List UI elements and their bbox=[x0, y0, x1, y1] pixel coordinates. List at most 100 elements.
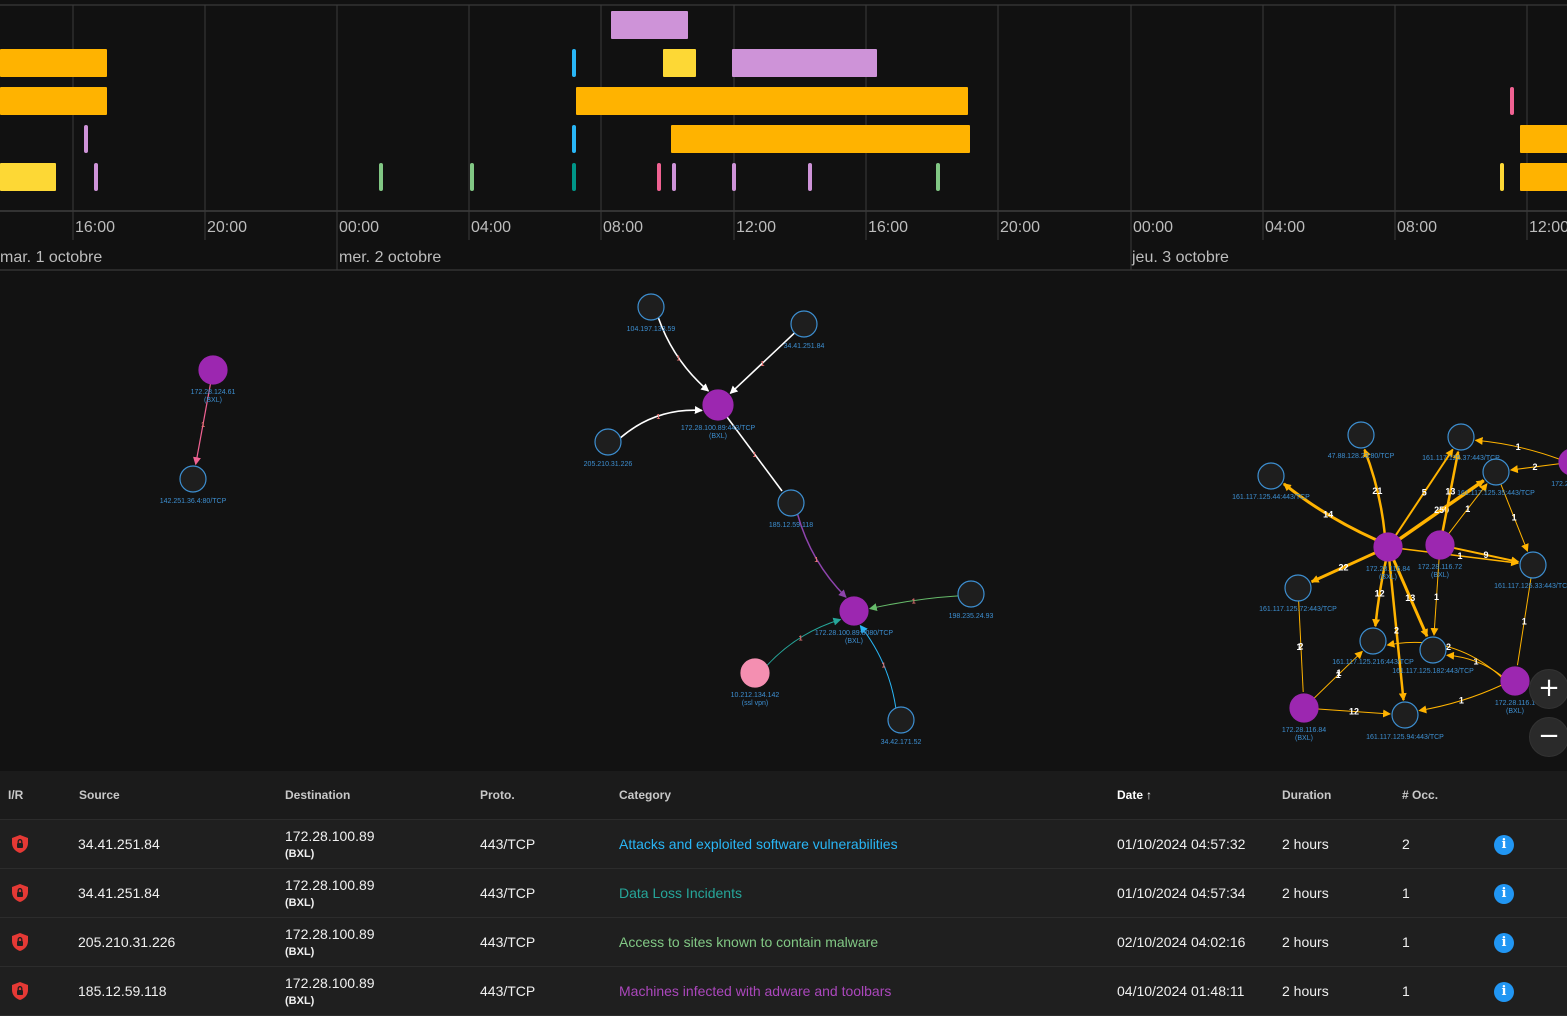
column-header-occurrences[interactable]: # Occ. bbox=[1402, 788, 1439, 802]
graph-node-external[interactable]: 34.42.171.52 bbox=[881, 706, 922, 746]
graph-node-circle[interactable] bbox=[1500, 666, 1530, 696]
graph-edge[interactable] bbox=[1500, 483, 1529, 552]
graph-node-external[interactable]: 205.210.31.226 bbox=[584, 428, 633, 468]
graph-edge[interactable] bbox=[1394, 448, 1454, 536]
graph-node-circle[interactable] bbox=[740, 658, 770, 688]
graph-node-internal[interactable]: 172.28.116.84(BXL) bbox=[1282, 693, 1326, 742]
graph-edge[interactable] bbox=[1398, 479, 1485, 541]
shield-lock-icon[interactable] bbox=[11, 834, 29, 854]
column-header-proto[interactable]: Proto. bbox=[480, 788, 515, 802]
graph-edge[interactable] bbox=[1474, 436, 1560, 460]
graph-node-circle[interactable] bbox=[1558, 449, 1567, 475]
graph-node-circle[interactable] bbox=[839, 596, 869, 626]
graph-edge[interactable] bbox=[726, 416, 783, 492]
graph-node-internal[interactable]: 172.28.116.1(BXL) bbox=[1495, 666, 1535, 715]
graph-node-external[interactable]: 198.235.24.93 bbox=[949, 580, 994, 620]
graph-node-circle[interactable] bbox=[702, 389, 734, 421]
graph-edge[interactable] bbox=[1418, 684, 1502, 714]
graph-node-external[interactable]: 161.117.125.72:443/TCP bbox=[1259, 574, 1337, 613]
graph-edge[interactable] bbox=[766, 617, 842, 666]
info-icon[interactable]: i bbox=[1494, 884, 1514, 904]
column-header-date[interactable]: Date ↑ bbox=[1117, 788, 1152, 802]
table-row[interactable]: 185.12.59.118 172.28.100.89 (BXL) 443/TC… bbox=[0, 967, 1567, 1016]
event-bar[interactable] bbox=[663, 49, 696, 77]
graph-edge[interactable] bbox=[1363, 448, 1386, 534]
event-marker[interactable] bbox=[936, 163, 940, 191]
graph-node-circle[interactable] bbox=[637, 293, 665, 321]
graph-node-external[interactable]: 161.117.125.33:443/TCP bbox=[1494, 551, 1567, 590]
graph-edge[interactable] bbox=[1372, 560, 1388, 628]
event-marker[interactable] bbox=[572, 163, 576, 191]
graph-node-circle[interactable] bbox=[594, 428, 622, 456]
event-marker[interactable] bbox=[732, 163, 736, 191]
graph-node-external[interactable]: 161.117.125.94:443/TCP bbox=[1366, 701, 1444, 741]
event-bar[interactable] bbox=[0, 87, 107, 115]
graph-node-circle[interactable] bbox=[1347, 421, 1375, 449]
zoom-out-button[interactable]: − bbox=[1529, 717, 1567, 757]
event-bar[interactable] bbox=[611, 11, 688, 39]
event-marker[interactable] bbox=[470, 163, 474, 191]
column-header-destination[interactable]: Destination bbox=[285, 788, 351, 802]
graph-node-circle[interactable] bbox=[1447, 423, 1475, 451]
graph-edge[interactable] bbox=[1392, 559, 1429, 638]
timeline-panel[interactable]: 16:00 20:00 00:00 04:00 08:00 12:00 16:00 20:00… bbox=[0, 0, 1567, 272]
graph-node-external[interactable]: 104.197.133.59 bbox=[627, 293, 676, 333]
graph-edge[interactable] bbox=[1448, 483, 1488, 535]
graph-node-external[interactable]: 47.88.128.23:80/TCP bbox=[1328, 421, 1395, 460]
event-bar[interactable] bbox=[0, 163, 56, 191]
graph-node-external[interactable]: 161.117.125.37:443/TCP bbox=[1422, 423, 1500, 462]
event-marker[interactable] bbox=[379, 163, 383, 191]
shield-lock-icon[interactable] bbox=[11, 883, 29, 903]
graph-edge[interactable] bbox=[1453, 546, 1520, 565]
graph-node-external[interactable]: 161.117.125.216:443/TCP bbox=[1332, 627, 1414, 666]
zoom-in-button[interactable]: + bbox=[1529, 669, 1567, 709]
info-icon[interactable]: i bbox=[1494, 933, 1514, 953]
graph-node-circle[interactable] bbox=[1373, 532, 1403, 562]
event-marker[interactable] bbox=[808, 163, 812, 191]
graph-edge[interactable] bbox=[1282, 482, 1377, 542]
network-graph-panel[interactable]: 1 1 1 1 1 1 1 1 1 14 21 5 250 13 1 1 22 12 2 13 1 9 2 1 1 1 12 1 1 2 2… bbox=[0, 272, 1567, 771]
event-marker[interactable] bbox=[572, 49, 576, 77]
event-marker[interactable] bbox=[1510, 87, 1514, 115]
event-marker[interactable] bbox=[1500, 163, 1504, 191]
graph-node-external[interactable]: 161.117.125.182:443/TCP bbox=[1392, 636, 1474, 675]
category-label[interactable]: Access to sites known to contain malware bbox=[619, 934, 879, 950]
category-label[interactable]: Attacks and exploited software vulnerabi… bbox=[619, 836, 898, 852]
graph-node-external[interactable]: 161.117.125.44:443/TCP bbox=[1232, 462, 1310, 501]
event-bar[interactable] bbox=[671, 125, 970, 153]
graph-node-internal[interactable]: 172.28.100.89:8080/TCP(BXL) bbox=[815, 596, 894, 645]
graph-edge[interactable] bbox=[1516, 577, 1532, 666]
graph-node-circle[interactable] bbox=[887, 706, 915, 734]
graph-node-internal[interactable]: 172.28.116.84(BXL) bbox=[1366, 532, 1410, 581]
table-row[interactable]: 34.41.251.84 172.28.100.89 (BXL) 443/TCP… bbox=[0, 820, 1567, 869]
graph-edge[interactable] bbox=[1401, 547, 1520, 567]
graph-edge[interactable] bbox=[796, 514, 847, 598]
event-marker[interactable] bbox=[84, 125, 88, 153]
column-header-category[interactable]: Category bbox=[619, 788, 672, 802]
graph-node-circle[interactable] bbox=[790, 310, 818, 338]
graph-edge[interactable] bbox=[1386, 639, 1502, 678]
graph-edge[interactable] bbox=[193, 383, 212, 466]
graph-edge[interactable] bbox=[868, 595, 959, 612]
table-row[interactable]: 205.210.31.226 172.28.100.89 (BXL) 443/T… bbox=[0, 918, 1567, 967]
column-header-duration[interactable]: Duration bbox=[1282, 788, 1332, 802]
timeline-chart[interactable]: 16:00 20:00 00:00 04:00 08:00 12:00 16:00 20:00… bbox=[0, 0, 1567, 272]
event-bar[interactable] bbox=[576, 87, 968, 115]
graph-edge[interactable] bbox=[1388, 560, 1407, 702]
event-bar[interactable] bbox=[1520, 163, 1567, 191]
graph-node-circle[interactable] bbox=[957, 580, 985, 608]
graph-node-external[interactable]: 142.251.36.4:80/TCP bbox=[160, 465, 227, 505]
info-icon[interactable]: i bbox=[1494, 835, 1514, 855]
graph-node-internal[interactable]: 172.28.116.72(BXL) bbox=[1418, 530, 1462, 579]
column-header-source[interactable]: Source bbox=[79, 788, 120, 802]
table-row[interactable]: 34.41.251.84 172.28.100.89 (BXL) 443/TCP… bbox=[0, 869, 1567, 918]
event-marker[interactable] bbox=[672, 163, 676, 191]
shield-lock-icon[interactable] bbox=[11, 932, 29, 952]
event-bar[interactable] bbox=[1520, 125, 1567, 153]
graph-edge[interactable] bbox=[859, 624, 897, 709]
graph-node-circle[interactable] bbox=[1519, 551, 1547, 579]
graph-node-circle[interactable] bbox=[1289, 693, 1319, 723]
graph-node-circle[interactable] bbox=[1419, 636, 1447, 664]
graph-edge[interactable] bbox=[1446, 651, 1503, 677]
